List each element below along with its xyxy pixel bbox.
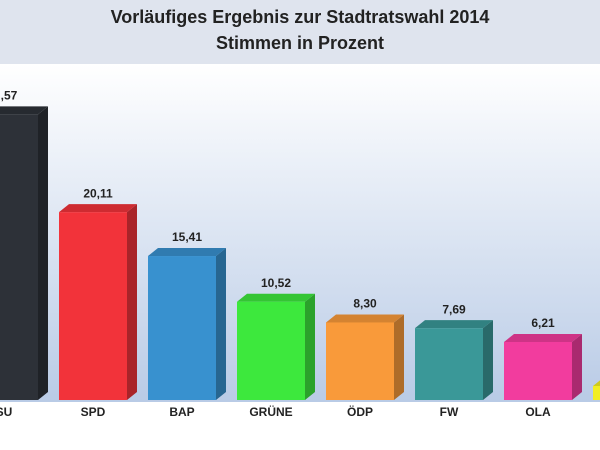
value-label: 10,52 xyxy=(261,276,291,290)
x-tick-label: ÖDP xyxy=(347,404,373,419)
bar-top xyxy=(0,106,48,115)
bar xyxy=(237,301,305,400)
bar-side xyxy=(127,204,137,400)
bar xyxy=(59,212,127,400)
bar xyxy=(148,256,216,400)
value-label: 7,69 xyxy=(442,302,466,316)
bar-side xyxy=(394,314,404,400)
chart-title: Vorläufiges Ergebnis zur Stadtratswahl 2… xyxy=(111,7,490,27)
bar-side xyxy=(572,333,582,400)
axis-band xyxy=(0,402,600,450)
bar xyxy=(504,341,572,400)
bar xyxy=(326,322,394,400)
bar-side xyxy=(483,320,493,400)
bar-side xyxy=(305,293,315,400)
bar-top xyxy=(504,333,582,342)
bar-top xyxy=(237,293,315,302)
bar-side xyxy=(216,248,226,400)
x-tick-label: GRÜNE xyxy=(249,404,292,419)
chart-subtitle: Stimmen in Prozent xyxy=(216,33,384,53)
x-tick-label: SU xyxy=(0,405,12,419)
bar-side xyxy=(38,106,48,400)
bar-top xyxy=(593,380,600,386)
value-label: ,57 xyxy=(1,89,18,103)
bar xyxy=(415,328,483,400)
value-label: 6,21 xyxy=(531,316,555,330)
bar xyxy=(0,114,38,400)
value-label: 8,30 xyxy=(353,297,377,311)
bar-top xyxy=(415,320,493,329)
x-tick-label: BAP xyxy=(169,405,194,419)
value-label: 15,41 xyxy=(172,230,202,244)
bar-top xyxy=(326,314,404,323)
x-tick-label: FW xyxy=(440,405,459,419)
bar-top xyxy=(59,204,137,213)
value-label: 20,11 xyxy=(83,186,113,200)
bar-top xyxy=(148,248,226,257)
x-tick-label: OLA xyxy=(525,405,551,419)
x-tick-label: SPD xyxy=(81,405,106,419)
bar xyxy=(593,385,600,400)
